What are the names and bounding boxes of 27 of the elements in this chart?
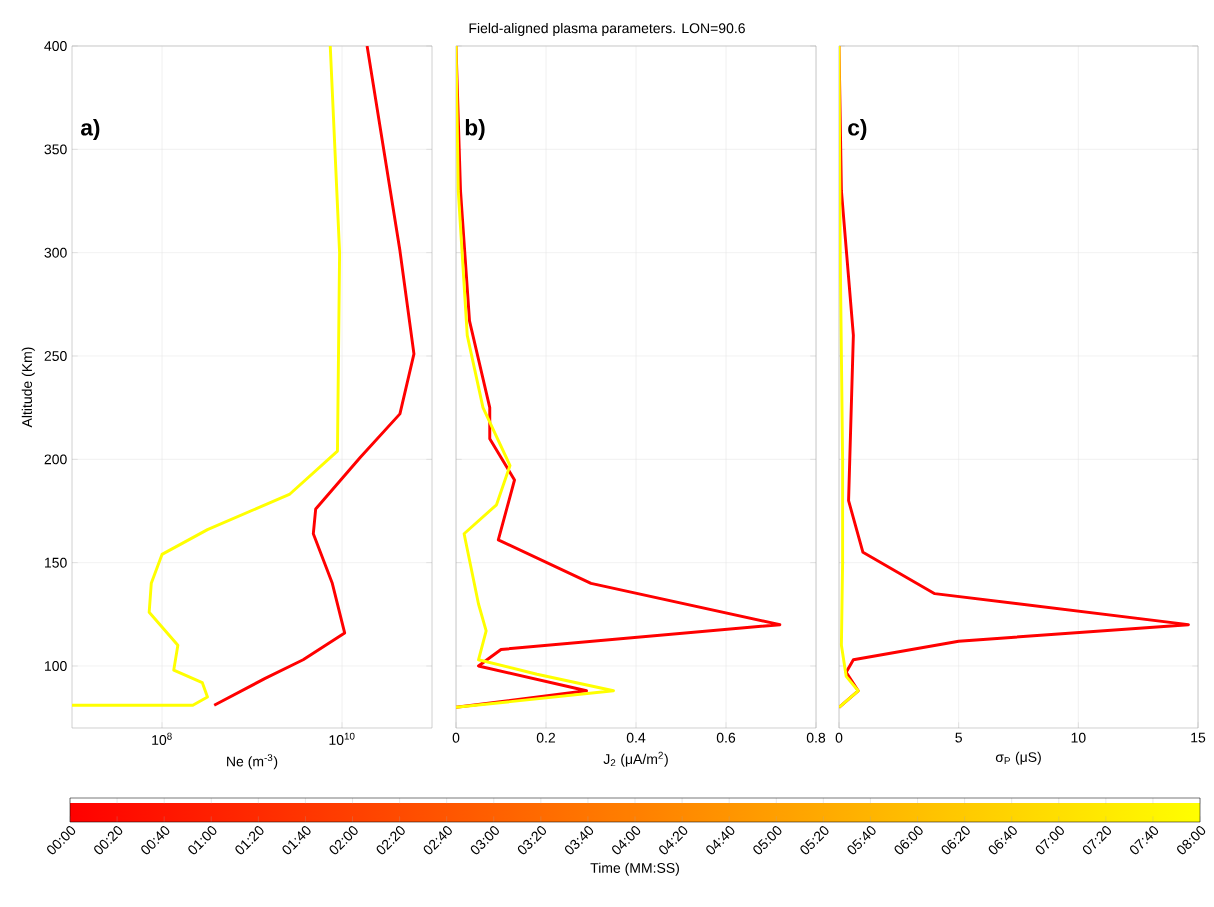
x-tick-label: 0 [835, 732, 843, 743]
annotation: c) [848, 118, 867, 141]
x-tick-label: 0.4 [626, 732, 646, 743]
y-axis-title: Altitude (Km) [21, 347, 35, 428]
chart-title: Field-aligned plasma parameters. LON=90.6 [469, 22, 745, 36]
x-axis-title: σ$_{P}$ (μS) [995, 751, 1041, 765]
y-tick-label: 300 [44, 247, 67, 258]
x-axis-title: Ne (m$^{-3}$) [227, 754, 278, 770]
x-tick-label: 15 [1191, 732, 1206, 743]
y-tick-label: 200 [44, 454, 67, 465]
x-tick-label: 0.2 [536, 732, 556, 743]
y-tick-label: 350 [44, 144, 67, 155]
x-tick-label: 0.8 [806, 732, 826, 743]
y-tick-label: 250 [44, 351, 67, 361]
annotation: b) [465, 118, 485, 141]
x-axis-title: J$_{2}$ (μA/m$^{2}$) [603, 751, 668, 767]
x-tick-label: 0.6 [716, 732, 736, 743]
y-tick-label: 150 [45, 557, 67, 568]
y-tick-label: 400 [44, 41, 67, 51]
y-tick-label: 100 [45, 661, 67, 671]
x-tick-label: 10$^{8}$ [152, 732, 172, 745]
x-tick-label: 10 [1071, 732, 1086, 743]
x-tick-label: 0 [452, 732, 460, 743]
x-tick-label: 5 [955, 732, 962, 743]
color-bar-title: Time (MM:SS) [590, 862, 679, 876]
annotation: a) [80, 118, 100, 141]
x-tick-label: 10$^{10}$ [329, 732, 355, 745]
